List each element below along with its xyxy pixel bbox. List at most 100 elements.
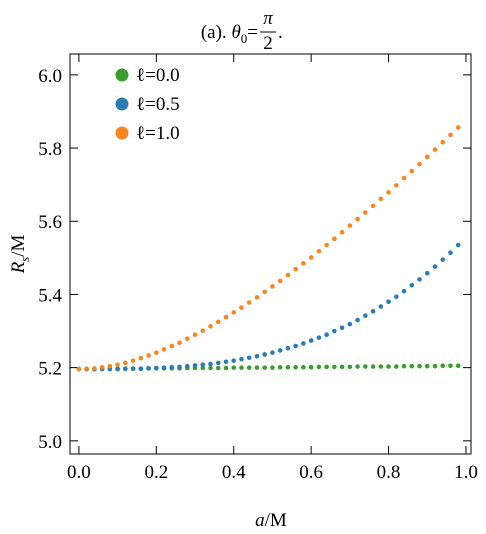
data-point bbox=[208, 365, 213, 371]
data-point bbox=[448, 363, 453, 369]
data-point bbox=[455, 125, 461, 130]
data-point bbox=[277, 364, 283, 370]
data-point bbox=[254, 365, 260, 370]
data-point bbox=[363, 364, 368, 369]
data-point bbox=[332, 236, 337, 242]
data-point bbox=[277, 348, 283, 353]
data-point bbox=[208, 361, 213, 367]
data-point bbox=[393, 183, 399, 188]
data-point bbox=[386, 190, 391, 195]
x-label-rest: /M bbox=[265, 510, 287, 531]
data-point bbox=[424, 363, 430, 369]
data-point bbox=[231, 365, 237, 370]
data-point bbox=[192, 332, 198, 337]
data-point bbox=[84, 366, 89, 372]
title-eq: = bbox=[247, 22, 258, 43]
x-tick-label: 0.0 bbox=[67, 462, 91, 483]
data-point bbox=[239, 305, 244, 310]
data-point bbox=[92, 366, 97, 371]
data-point bbox=[355, 364, 360, 369]
data-point bbox=[239, 356, 244, 362]
data-point bbox=[370, 203, 376, 209]
data-point bbox=[231, 310, 237, 315]
data-point bbox=[208, 323, 213, 329]
data-point bbox=[99, 364, 105, 370]
data-point bbox=[332, 364, 337, 370]
data-point bbox=[448, 132, 453, 138]
data-point bbox=[355, 317, 360, 323]
data-point bbox=[184, 363, 190, 369]
legend-label: ℓ=0.5 bbox=[136, 94, 180, 115]
data-point bbox=[293, 266, 298, 272]
data-point bbox=[316, 248, 322, 254]
x-tick-label: 0.2 bbox=[144, 462, 168, 483]
data-point bbox=[339, 364, 345, 370]
data-point bbox=[239, 365, 244, 370]
data-point bbox=[246, 300, 252, 305]
y-tick-label: 5.4 bbox=[38, 285, 62, 306]
data-point bbox=[432, 264, 438, 269]
data-point bbox=[138, 366, 144, 372]
data-point bbox=[215, 319, 221, 325]
data-point bbox=[378, 304, 384, 309]
data-point bbox=[223, 314, 229, 320]
legend-marker bbox=[115, 126, 129, 140]
y-tick-label: 5.8 bbox=[38, 139, 62, 160]
data-point bbox=[455, 363, 461, 369]
data-point bbox=[154, 365, 159, 371]
data-point bbox=[146, 366, 151, 371]
x-tick-label: 1.0 bbox=[454, 462, 478, 483]
title-den: 2 bbox=[263, 33, 273, 54]
y-tick-label: 6.0 bbox=[38, 66, 62, 87]
data-point bbox=[123, 360, 128, 366]
data-point bbox=[424, 154, 430, 160]
data-point bbox=[277, 278, 283, 284]
y-tick-label: 5.0 bbox=[38, 432, 62, 453]
data-point bbox=[285, 364, 291, 370]
title-num: π bbox=[263, 8, 273, 29]
data-point bbox=[363, 313, 368, 318]
data-point bbox=[169, 364, 175, 370]
x-label-var: a bbox=[255, 510, 265, 531]
data-point bbox=[370, 364, 376, 369]
data-point bbox=[355, 216, 360, 222]
data-point bbox=[246, 365, 252, 370]
data-point bbox=[301, 341, 306, 346]
data-point bbox=[409, 168, 415, 174]
data-point bbox=[432, 363, 438, 369]
data-point bbox=[324, 332, 329, 337]
data-point bbox=[332, 328, 337, 334]
data-point bbox=[386, 299, 391, 305]
x-tick-label: 0.4 bbox=[222, 462, 246, 483]
data-point bbox=[432, 147, 438, 152]
data-point bbox=[200, 328, 206, 333]
title-end: . bbox=[278, 22, 283, 43]
data-point bbox=[215, 365, 221, 371]
data-point bbox=[262, 365, 267, 370]
data-point bbox=[401, 363, 407, 369]
data-point bbox=[223, 359, 229, 365]
data-point bbox=[308, 364, 314, 370]
data-point bbox=[231, 358, 237, 363]
data-point bbox=[417, 277, 422, 282]
data-point bbox=[184, 336, 190, 342]
data-point bbox=[324, 242, 329, 248]
data-point bbox=[76, 366, 82, 372]
data-point bbox=[339, 325, 345, 331]
data-point bbox=[169, 343, 175, 349]
data-point bbox=[409, 363, 415, 369]
y-tick-label: 5.2 bbox=[38, 359, 62, 380]
data-point bbox=[316, 335, 322, 340]
data-point bbox=[177, 340, 182, 346]
data-point bbox=[200, 365, 206, 371]
y-label-var: R bbox=[8, 261, 29, 274]
data-point bbox=[293, 364, 298, 370]
data-point bbox=[130, 358, 136, 363]
y-label-sub: s bbox=[17, 257, 32, 262]
data-point bbox=[254, 353, 260, 359]
data-point bbox=[347, 223, 353, 228]
data-point bbox=[270, 365, 275, 370]
data-point bbox=[262, 352, 267, 357]
data-point bbox=[339, 229, 345, 235]
